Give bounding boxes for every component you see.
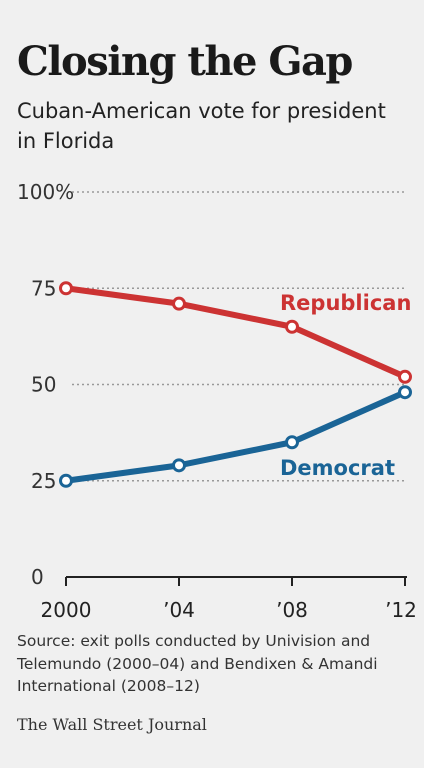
republican-point xyxy=(172,296,186,311)
democrat-point xyxy=(285,435,299,450)
democrat-series-label: Democrat xyxy=(280,456,395,480)
republican-point xyxy=(59,281,73,296)
y-tick-label: 75 xyxy=(31,276,56,300)
republican-point xyxy=(285,319,299,334)
democrat-point xyxy=(59,473,73,488)
republican-series-line xyxy=(63,285,408,380)
x-tick-label: ’12 xyxy=(385,598,417,622)
publisher-credit: The Wall Street Journal xyxy=(17,715,207,734)
x-tick-label: 2000 xyxy=(41,598,92,622)
democrat-point xyxy=(398,385,412,400)
x-tick-label: ’08 xyxy=(276,598,308,622)
chart-title: Closing the Gap xyxy=(17,38,353,85)
chart-subtitle: Cuban-American vote for president in Flo… xyxy=(17,99,386,153)
republican-point xyxy=(398,369,412,384)
x-tick-label: ’04 xyxy=(163,598,195,622)
y-tick-label: 50 xyxy=(31,373,56,397)
democrat-point xyxy=(172,458,186,473)
y-tick-label: 25 xyxy=(31,469,56,493)
republican-series-label: Republican xyxy=(280,291,411,315)
democrat-series-line xyxy=(63,389,408,484)
line-chart: 0 25 50 75 100% 2000 ’04 ’08 ’12 Republican Democr… xyxy=(17,180,417,622)
y-tick-label: 0 xyxy=(31,565,44,589)
y-tick-label: 100% xyxy=(17,180,74,204)
source-note: Source: exit polls conducted by Univisio… xyxy=(17,632,378,695)
